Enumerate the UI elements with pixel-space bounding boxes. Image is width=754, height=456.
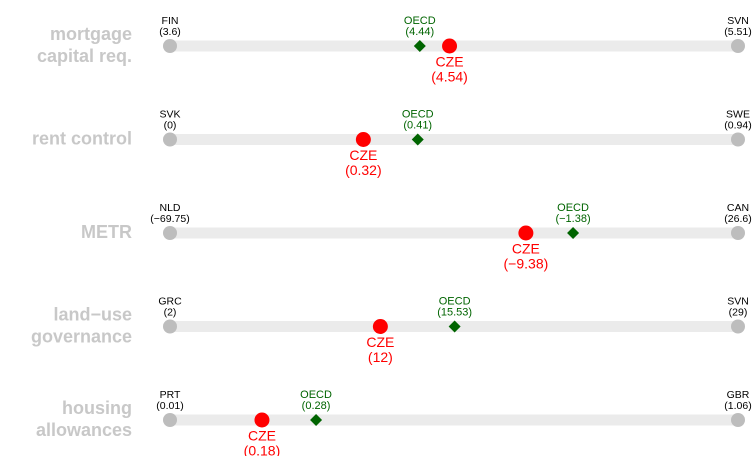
cze-name: CZE (349, 147, 377, 163)
range-end (731, 39, 745, 53)
cze-value: (−9.38) (504, 256, 549, 272)
range-end (163, 319, 177, 334)
cze-marker (355, 132, 371, 147)
end-value: (2) (164, 306, 177, 318)
range-end (163, 226, 177, 240)
cze-marker (372, 319, 388, 334)
end-name: SVN (727, 15, 749, 27)
end-value: (0.94) (724, 119, 751, 131)
oecd-value: (15.53) (437, 306, 472, 318)
end-name: SVK (159, 108, 180, 120)
cze-value: (12) (368, 349, 393, 365)
cze-value: (0.32) (345, 162, 382, 178)
cze-name: CZE (436, 54, 464, 70)
oecd-name: OECD (439, 295, 471, 307)
cze-marker (442, 38, 458, 54)
row-label: METR (81, 222, 132, 242)
cze-name: CZE (248, 428, 276, 444)
end-name: CAN (727, 202, 749, 214)
range-end (163, 132, 177, 147)
end-name: NLD (159, 202, 180, 214)
cze-marker (254, 412, 270, 428)
end-value: (1.06) (724, 400, 751, 412)
end-name: GBR (727, 389, 750, 401)
oecd-value: (0.41) (403, 119, 432, 131)
cze-name: CZE (366, 334, 394, 350)
row-label: capital req. (37, 46, 132, 66)
oecd-marker (411, 133, 424, 146)
end-value: (−69.75) (150, 213, 189, 225)
end-value: (0) (164, 119, 177, 131)
row-label: mortgage (50, 24, 132, 44)
oecd-name: OECD (557, 202, 589, 214)
end-value: (5.51) (724, 26, 751, 38)
oecd-name: OECD (402, 108, 434, 120)
oecd-value: (0.28) (302, 400, 331, 412)
range-end (731, 413, 745, 427)
row-label: rent control (32, 128, 132, 148)
oecd-marker (448, 320, 461, 333)
end-value: (0.01) (156, 400, 183, 412)
oecd-marker (310, 414, 323, 426)
end-name: GRC (158, 295, 182, 307)
cze-value: (0.18) (244, 443, 281, 456)
oecd-name: OECD (300, 389, 332, 401)
range-end (163, 39, 177, 53)
row-label: land−use (53, 304, 132, 324)
cze-name: CZE (512, 241, 540, 257)
range-end (163, 413, 177, 427)
cze-value: (4.54) (431, 69, 468, 85)
end-name: SWE (726, 108, 750, 120)
end-name: FIN (162, 15, 179, 27)
oecd-value: (4.44) (405, 26, 434, 38)
row-label: allowances (36, 420, 132, 440)
range-end (731, 319, 745, 334)
oecd-marker (413, 40, 426, 52)
end-name: PRT (160, 389, 181, 401)
end-value: (29) (729, 306, 748, 318)
range-end (731, 226, 745, 240)
oecd-name: OECD (404, 15, 436, 27)
end-value: (26.6) (724, 213, 751, 225)
oecd-value: (−1.38) (555, 213, 590, 225)
cze-marker (518, 225, 534, 241)
oecd-marker (567, 227, 580, 239)
end-name: SVN (727, 295, 749, 307)
end-value: (3.6) (159, 26, 181, 38)
range-end (731, 132, 745, 147)
row-label: housing (62, 398, 132, 418)
row-label: governance (31, 326, 132, 346)
